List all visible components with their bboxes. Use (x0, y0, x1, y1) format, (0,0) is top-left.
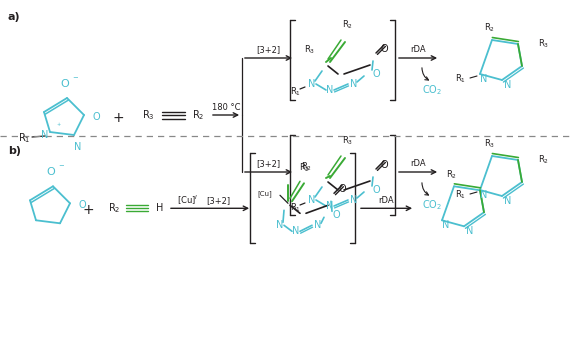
Text: CO$_2$: CO$_2$ (422, 83, 442, 97)
Text: O: O (46, 167, 56, 177)
Text: N: N (315, 220, 321, 230)
Text: O: O (78, 200, 86, 210)
Text: $^-$: $^-$ (57, 163, 65, 173)
Text: N: N (308, 79, 316, 89)
Text: N: N (350, 195, 358, 205)
Text: R$_1$: R$_1$ (291, 86, 301, 98)
Text: N: N (326, 85, 333, 95)
Text: R$_2$: R$_2$ (108, 201, 120, 215)
Text: R$_3$: R$_3$ (304, 44, 315, 56)
Text: rDA: rDA (410, 160, 426, 169)
Text: R$_1$: R$_1$ (18, 131, 30, 145)
Text: a): a) (8, 12, 21, 22)
Text: O: O (380, 44, 388, 54)
Text: R$_2$: R$_2$ (301, 160, 312, 172)
Text: R$_2$: R$_2$ (299, 162, 310, 174)
Text: R$_2$: R$_2$ (484, 22, 496, 34)
Text: [Cu]$^I$: [Cu]$^I$ (177, 194, 199, 207)
Text: R$_1$: R$_1$ (455, 73, 466, 85)
Text: [Cu]: [Cu] (257, 190, 272, 197)
Text: $^-$: $^-$ (71, 75, 79, 85)
Text: rDA: rDA (410, 46, 426, 55)
Text: N: N (350, 79, 358, 89)
Text: +: + (82, 203, 94, 217)
Text: [3+2]: [3+2] (206, 196, 230, 205)
Text: R$_2$: R$_2$ (446, 168, 457, 181)
Text: $^+$: $^+$ (54, 123, 61, 129)
Text: N: N (41, 130, 48, 140)
Text: b): b) (8, 146, 21, 156)
Text: O: O (92, 112, 100, 122)
Text: N: N (292, 226, 300, 236)
Text: R$_3$: R$_3$ (484, 138, 496, 150)
Text: O: O (380, 160, 388, 170)
Text: R$_3$: R$_3$ (538, 38, 549, 50)
Text: R$_2$: R$_2$ (538, 154, 549, 166)
Text: R$_2$: R$_2$ (192, 108, 205, 122)
Text: 180 °C: 180 °C (212, 103, 240, 113)
Text: N: N (308, 195, 316, 205)
Text: H: H (156, 203, 163, 213)
Text: N: N (480, 190, 488, 200)
Text: O: O (338, 184, 346, 194)
Text: N: N (466, 226, 474, 236)
Text: R$_3$: R$_3$ (343, 135, 354, 147)
Text: O: O (332, 210, 340, 220)
Text: [3+2]: [3+2] (256, 160, 280, 169)
Text: rDA: rDA (378, 196, 394, 205)
Text: N: N (276, 220, 284, 230)
Text: [3+2]: [3+2] (256, 46, 280, 55)
Text: R$_2$: R$_2$ (343, 19, 354, 31)
Text: O: O (372, 69, 380, 79)
Text: R$_3$: R$_3$ (142, 108, 155, 122)
Text: O: O (61, 79, 69, 89)
Text: O: O (372, 185, 380, 195)
Text: N: N (326, 201, 333, 211)
Text: N: N (504, 80, 512, 90)
Text: R$_1$: R$_1$ (291, 202, 301, 214)
Text: N: N (504, 196, 512, 206)
Text: R$_1$: R$_1$ (455, 189, 466, 201)
Text: CO$_2$: CO$_2$ (422, 198, 442, 212)
Text: +: + (112, 111, 124, 125)
Text: N: N (442, 220, 450, 230)
Text: N: N (74, 142, 82, 152)
Text: N: N (480, 74, 488, 84)
